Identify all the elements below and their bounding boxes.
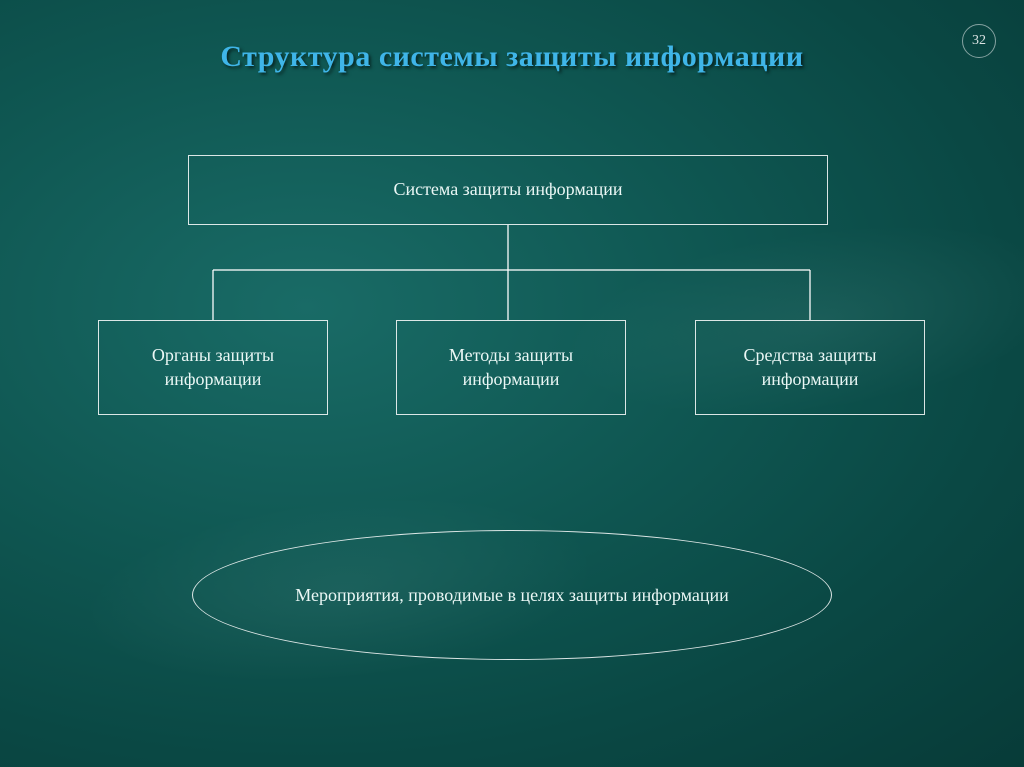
- diagram-canvas: Система защиты информации Органы защиты …: [0, 0, 1024, 767]
- node-root: Система защиты информации: [188, 155, 828, 225]
- node-organs-label: Органы защиты информации: [109, 344, 317, 391]
- node-organs: Органы защиты информации: [98, 320, 328, 415]
- node-methods-label: Методы защиты информации: [407, 344, 615, 391]
- node-means: Средства защиты информации: [695, 320, 925, 415]
- node-events: Мероприятия, проводимые в целях защиты и…: [192, 530, 832, 660]
- node-root-label: Система защиты информации: [393, 178, 622, 201]
- node-means-label: Средства защиты информации: [706, 344, 914, 391]
- node-events-label: Мероприятия, проводимые в целях защиты и…: [295, 585, 729, 606]
- node-methods: Методы защиты информации: [396, 320, 626, 415]
